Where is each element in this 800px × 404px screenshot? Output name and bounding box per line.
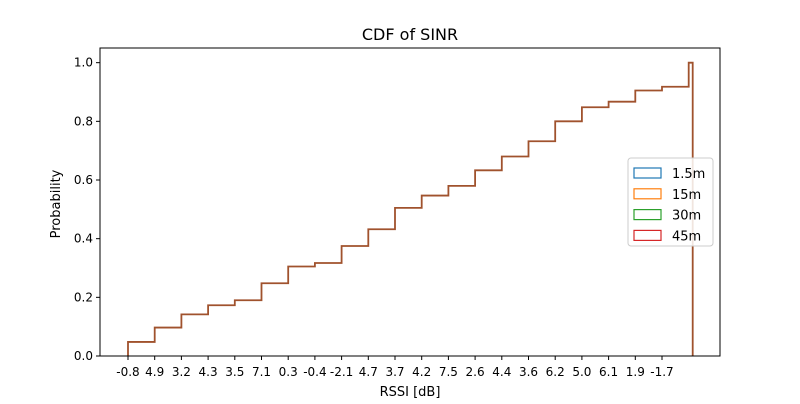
- y-tick-label: 0.6: [74, 173, 93, 187]
- legend-swatch: [633, 188, 662, 200]
- y-tick-label: 0.8: [74, 114, 93, 128]
- legend: 1.5m 15m 30m 45m: [627, 157, 714, 247]
- legend-label: 15m: [672, 188, 701, 203]
- x-tick-label: 7.5: [439, 365, 458, 379]
- x-tick-label: 4.3: [199, 365, 218, 379]
- cdf-step-line: [127, 61, 694, 356]
- x-tick-label: -0.4: [303, 365, 326, 379]
- plot-area: [127, 61, 694, 356]
- x-tick-label: 6.2: [546, 365, 565, 379]
- x-tick-label: -2.1: [330, 365, 353, 379]
- x-tick-label: -0.8: [116, 365, 139, 379]
- y-tick-label: 0.2: [74, 290, 93, 304]
- x-tick-label: 3.2: [172, 365, 191, 379]
- legend-label: 1.5m: [672, 167, 705, 182]
- y-tick-label: 1.0: [74, 56, 93, 70]
- y-tick-label: 0.0: [74, 349, 93, 363]
- x-axis-label: RSSI [dB]: [380, 385, 441, 400]
- x-tick-label: -1.7: [650, 365, 673, 379]
- x-tick-label: 4.4: [492, 365, 511, 379]
- x-tick-label: 2.6: [466, 365, 485, 379]
- legend-label: 30m: [672, 209, 701, 224]
- legend-label: 45m: [672, 229, 701, 244]
- legend-box: [627, 157, 714, 247]
- y-tick-label: 0.4: [74, 232, 93, 246]
- x-tick-label: 5.0: [572, 365, 591, 379]
- plot-frame: [99, 47, 721, 357]
- legend-swatch: [633, 229, 662, 241]
- x-tick-label: 3.5: [225, 365, 244, 379]
- x-tick-label: 3.6: [519, 365, 538, 379]
- x-tick-label: 4.2: [412, 365, 431, 379]
- x-tick-label: 4.9: [145, 365, 164, 379]
- x-tick-label: 1.9: [626, 365, 645, 379]
- x-tick-label: 7.1: [252, 365, 271, 379]
- y-axis-label: Probability: [49, 169, 64, 238]
- legend-swatch: [633, 167, 662, 179]
- x-tick-label: 0.3: [279, 365, 298, 379]
- x-tick-label: 6.1: [599, 365, 618, 379]
- chart-title: CDF of SINR: [362, 25, 458, 44]
- legend-swatch: [633, 209, 662, 221]
- axes: 0.0 0.2 0.4 0.6 0.8 1.0 -0.8 4.9 3.2 4.3 3.5 7.1 0.3…: [74, 47, 721, 379]
- x-tick-label: 3.7: [385, 365, 404, 379]
- x-tick-label: 4.7: [359, 365, 378, 379]
